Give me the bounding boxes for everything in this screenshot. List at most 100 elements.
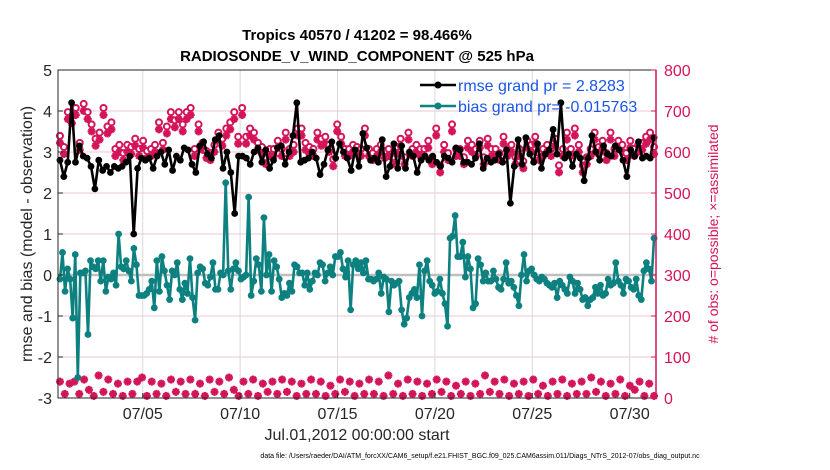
x-ticks: 07/05 07/10 07/15 07/20 07/25 07/30: [123, 393, 650, 423]
bias-marker: [122, 257, 130, 265]
obs-assimilated-marker: [424, 143, 433, 152]
obs-assimilated-marker: [80, 375, 89, 384]
obs-assimilated-marker: [635, 377, 644, 386]
bias-marker: [61, 288, 69, 295]
obs-assimilated-marker: [587, 373, 596, 382]
bias-marker: [604, 275, 612, 283]
obs-possible-marker: [273, 136, 282, 145]
bias-marker: [298, 269, 306, 277]
bias-marker: [436, 275, 444, 283]
obs-assimilated-marker: [592, 387, 601, 396]
obs-possible-marker: [499, 132, 508, 141]
obs-possible-marker: [333, 120, 342, 129]
rmse-marker: [277, 142, 285, 150]
obs-possible-marker: [507, 140, 516, 149]
rmse-marker: [176, 156, 184, 164]
obs-assimilated-marker: [329, 162, 338, 171]
rmse-marker: [149, 165, 157, 172]
rmse-marker: [607, 152, 615, 160]
rmse-marker: [437, 162, 444, 170]
rmse-marker: [188, 160, 196, 168]
y2-tick-label: 800: [664, 63, 691, 80]
bias-marker: [464, 253, 472, 260]
bias-marker: [500, 275, 508, 283]
bias-marker: [400, 320, 408, 328]
obs-assimilated-marker: [630, 385, 639, 394]
obs-possible-marker: [574, 140, 583, 149]
bias-marker: [589, 294, 597, 301]
obs-assimilated-marker: [355, 379, 364, 388]
obs-possible-marker: [313, 128, 322, 137]
y2-tick-label: 200: [664, 309, 691, 326]
obs-assimilated-marker: [432, 375, 441, 384]
x-tick-label: 07/05: [123, 406, 163, 423]
obs-assimilated-marker: [268, 377, 277, 386]
obs-assimilated-marker: [138, 373, 147, 382]
bias-marker: [352, 257, 360, 265]
x-tick-label: 07/20: [415, 406, 455, 423]
obs-possible-marker: [186, 104, 195, 112]
obs-assimilated-marker: [596, 377, 605, 386]
rmse-marker: [429, 152, 437, 160]
obs-possible-marker: [158, 138, 167, 147]
bias-marker: [630, 285, 638, 293]
obs-possible-marker: [71, 104, 80, 112]
bias-marker: [133, 261, 140, 269]
obs-assimilated-marker: [191, 389, 200, 398]
rmse-marker: [340, 148, 347, 156]
bias-marker: [97, 277, 105, 285]
bias-marker: [99, 257, 107, 265]
bias-marker: [148, 277, 156, 285]
bias-marker: [260, 214, 268, 222]
bias-marker: [163, 281, 171, 289]
obs-assimilated-marker: [418, 391, 427, 400]
obs-possible-marker: [250, 128, 259, 137]
obs-assimilated-marker: [448, 127, 457, 136]
bias-marker: [372, 275, 380, 283]
y-axis-label: rmse and bias (model - observation): [19, 106, 36, 362]
bias-marker: [337, 249, 344, 256]
bias-marker: [451, 212, 459, 219]
obs-possible-marker: [194, 120, 203, 129]
bias-marker: [252, 255, 260, 262]
bias-marker: [418, 312, 426, 320]
y2-axis-label: # of obs: o=possible; ×=assimilated: [705, 124, 721, 343]
bias-marker: [344, 257, 352, 265]
bias-marker: [329, 271, 337, 279]
rmse-marker: [336, 140, 343, 148]
bias-marker: [574, 279, 581, 287]
rmse-marker: [359, 130, 367, 137]
rmse-marker: [580, 177, 588, 185]
obs-assimilated-marker: [311, 389, 320, 398]
rmse-marker: [83, 154, 91, 162]
obs-assimilated-marker: [170, 123, 179, 132]
obs-assimilated-marker: [606, 135, 615, 144]
bias-marker: [441, 300, 449, 308]
bias-marker: [66, 275, 74, 283]
rmse-marker: [60, 173, 68, 181]
obs-assimilated-marker: [326, 381, 335, 390]
rmse-marker: [549, 126, 557, 133]
bias-marker: [209, 259, 217, 267]
bias-marker: [255, 261, 263, 269]
rmse-marker: [122, 158, 130, 166]
y-tick-label: 1: [43, 227, 52, 244]
obs-possible-marker: [99, 104, 108, 112]
obs-assimilated-marker: [194, 127, 203, 136]
rmse-marker: [169, 167, 176, 174]
bias-marker: [637, 296, 645, 303]
obs-possible-marker: [618, 140, 627, 149]
bias-marker: [247, 292, 255, 299]
obs-possible-marker: [107, 118, 116, 127]
rmse-marker: [308, 148, 316, 156]
bias-marker: [155, 288, 163, 295]
rmse-marker: [468, 160, 475, 168]
bias-marker: [127, 277, 135, 285]
obs-possible-marker: [115, 140, 124, 149]
bias-marker: [563, 290, 571, 297]
bias-marker: [92, 265, 100, 273]
obs-possible-marker: [230, 108, 239, 117]
bias-marker: [273, 263, 281, 271]
bias-marker: [518, 271, 525, 279]
bias-marker: [94, 257, 102, 265]
